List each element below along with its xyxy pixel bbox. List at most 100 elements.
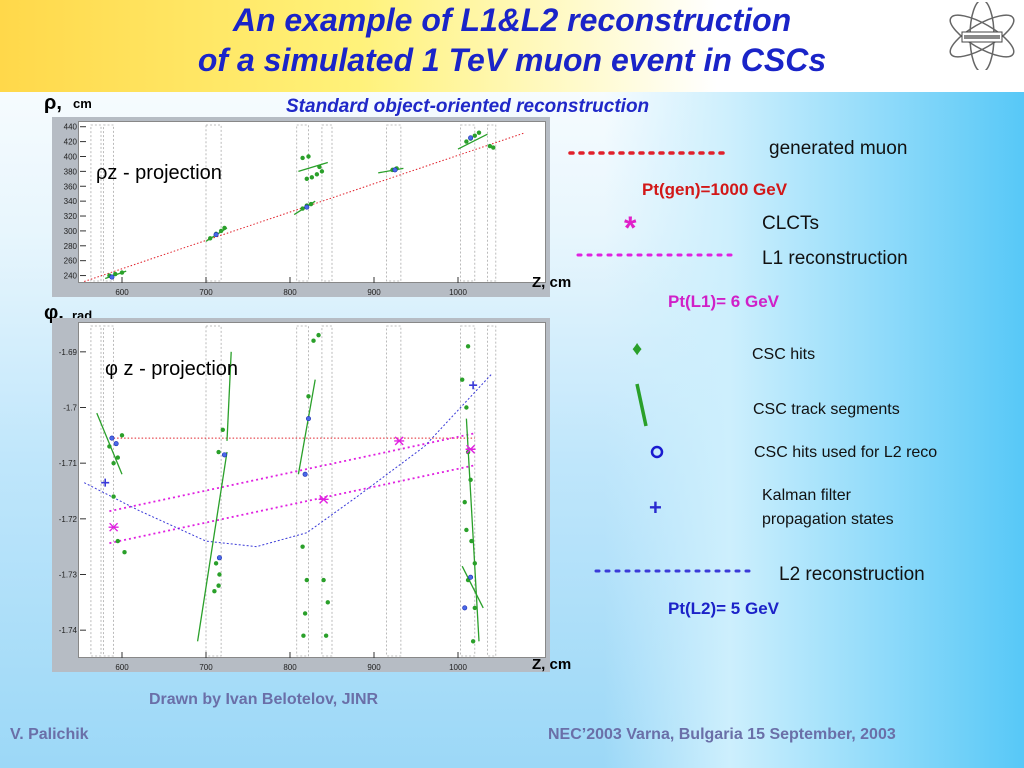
csc-hit xyxy=(472,561,477,566)
legend-clcts: CLCTs xyxy=(762,213,820,234)
csc-hit xyxy=(472,133,477,138)
csc-hit xyxy=(487,143,493,149)
rho-panel-label: ρz - projection xyxy=(96,162,222,185)
rho-panel-symbol: ρ xyxy=(96,162,108,184)
l2-reconstruction-curve xyxy=(83,373,492,548)
csc-hit-used-for-l2 xyxy=(468,135,474,141)
y-tick-label: 380 xyxy=(64,167,78,176)
clct-marker xyxy=(318,494,329,504)
clct-star-icon: * xyxy=(624,210,637,246)
jinr-logo-icon xyxy=(949,2,1015,70)
csc-hit xyxy=(306,394,311,399)
legend-generated-muon: generated muon xyxy=(769,138,908,159)
csc-hit xyxy=(300,544,305,549)
subtitle: Standard object-oriented reconstruction xyxy=(286,96,650,117)
kalman-state xyxy=(469,381,478,390)
generated-muon-line xyxy=(84,132,526,282)
y-tick-label: -1.73 xyxy=(59,571,78,580)
csc-hit xyxy=(316,332,321,338)
csc-hit xyxy=(119,433,125,438)
y-tick-label: 340 xyxy=(64,197,78,206)
csc-hit xyxy=(468,477,473,483)
csc-hit-used-for-l2 xyxy=(392,167,398,173)
station-outline xyxy=(90,325,102,657)
csc-track-segment xyxy=(461,565,484,609)
credit-text: Drawn by Ivan Belotelov, JINR xyxy=(149,691,379,708)
legend-kalman-line2: propagation states xyxy=(762,511,894,528)
slide-title-line2: of a simulated 1 TeV muon event in CSCs xyxy=(197,42,827,78)
x-tick-label: 900 xyxy=(367,663,381,672)
csc-hit xyxy=(464,139,469,144)
csc-hit xyxy=(464,405,469,410)
slide-title-line1: An example of L1&L2 reconstruction xyxy=(232,2,792,38)
csc-hit xyxy=(111,460,116,466)
x-tick-label: 900 xyxy=(367,288,381,297)
legend-l1: L1 reconstruction xyxy=(762,248,908,269)
phi-panel-text: z - projection xyxy=(117,358,239,380)
csc-hit xyxy=(311,338,316,343)
station-outline xyxy=(460,124,476,282)
y-tick-label: 440 xyxy=(64,123,78,132)
csc-hit-used-for-l2 xyxy=(109,274,115,280)
csc-hit xyxy=(115,538,120,544)
y-tick-label: -1.74 xyxy=(59,626,78,635)
station-outline xyxy=(296,124,309,282)
x-tick-label: 800 xyxy=(283,288,297,297)
csc-hit xyxy=(469,538,474,544)
pt-l1-label: Pt(L1)= 6 GeV xyxy=(668,292,780,311)
csc-hit-used-for-l2 xyxy=(304,204,310,210)
y-tick-label: 360 xyxy=(64,182,78,191)
y-tick-label: -1.72 xyxy=(59,515,78,524)
csc-track-segment xyxy=(465,418,480,642)
l1-reconstruction-line xyxy=(109,432,475,513)
csc-hit xyxy=(119,270,125,275)
legend-csc-hits: CSC hits xyxy=(752,346,816,363)
csc-hit xyxy=(317,164,322,170)
csc-hit-l2-circle-icon xyxy=(650,445,664,459)
csc-hit xyxy=(309,175,315,180)
rho-axis-unit: cm xyxy=(73,96,92,111)
csc-hit-used-for-l2 xyxy=(221,452,227,458)
csc-hit xyxy=(208,236,213,241)
phi-panel-label: φ z - projection xyxy=(105,358,238,381)
csc-track-segment xyxy=(457,133,488,150)
csc-hit-used-for-l2 xyxy=(113,441,119,447)
csc-hit xyxy=(319,169,325,174)
csc-hit xyxy=(107,444,112,449)
station-outline xyxy=(486,325,497,657)
x-tick-label: 600 xyxy=(115,288,129,297)
csc-hit xyxy=(111,494,116,499)
pt-l2-label: Pt(L2)= 5 GeV xyxy=(668,599,780,618)
csc-hit xyxy=(212,589,217,594)
csc-hit xyxy=(306,154,311,159)
station-outline xyxy=(321,325,333,657)
csc-track-segment xyxy=(196,451,228,642)
csc-hit xyxy=(301,633,306,638)
y-tick-label: -1.7 xyxy=(63,404,77,413)
phi-z-plot: 600 700 800 900 1000 -1.69 -1.7 -1.71 -1.72 -1.73… xyxy=(59,325,497,672)
csc-hit xyxy=(216,449,221,455)
footer-conference: NEC’2003 Varna, Bulgaria 15 September, 2… xyxy=(548,726,896,743)
csc-hit xyxy=(472,605,477,611)
csc-track-segment xyxy=(297,379,316,475)
csc-hit xyxy=(314,172,320,177)
csc-track-segment xyxy=(96,412,123,475)
csc-hit xyxy=(470,639,476,644)
station-outline xyxy=(103,325,115,657)
csc-hit xyxy=(308,201,314,207)
clct-marker xyxy=(394,436,405,446)
csc-hit xyxy=(213,561,219,566)
rho-panel-text: z - projection xyxy=(107,162,222,184)
csc-hit xyxy=(462,499,467,505)
csc-hit xyxy=(304,577,309,583)
csc-hit xyxy=(321,577,326,583)
station-outline xyxy=(296,325,309,657)
csc-hit-used-for-l2 xyxy=(216,555,222,561)
legend-kalman-line1: Kalman filter xyxy=(762,487,851,504)
csc-track-segment xyxy=(298,161,328,172)
right-gradient-band xyxy=(604,92,1024,768)
csc-hit-diamond-icon: ♦ xyxy=(632,338,643,360)
footer-author: V. Palichik xyxy=(10,726,89,743)
y-tick-label: -1.71 xyxy=(59,459,78,468)
csc-hit-used-for-l2 xyxy=(462,605,468,611)
